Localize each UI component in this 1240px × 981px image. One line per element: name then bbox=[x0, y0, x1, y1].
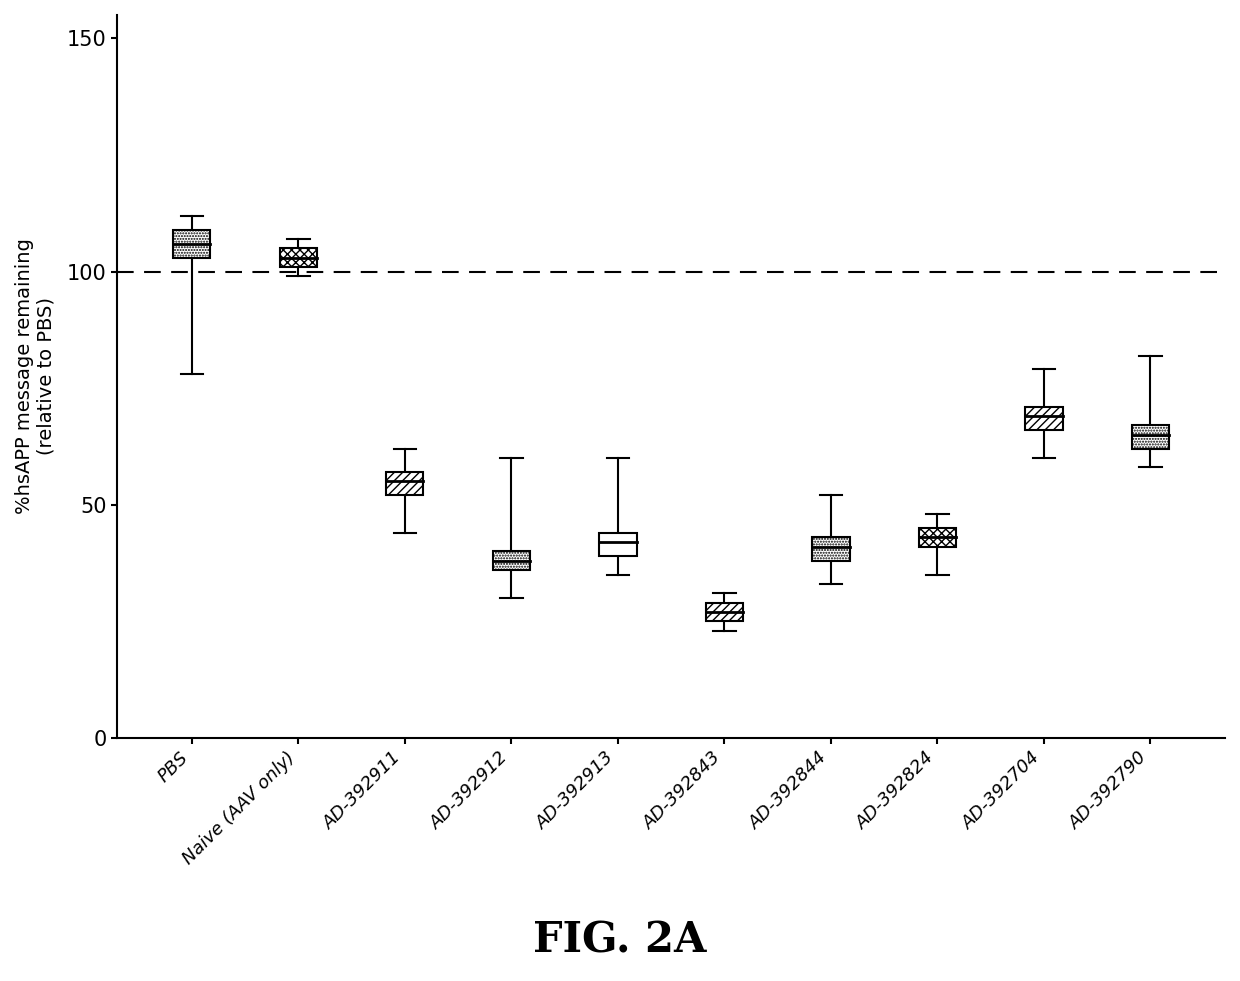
Bar bbox=[706, 602, 743, 621]
Bar bbox=[1132, 426, 1169, 448]
Bar bbox=[599, 533, 636, 556]
Text: FIG. 2A: FIG. 2A bbox=[533, 919, 707, 961]
Bar bbox=[1025, 407, 1063, 430]
Bar bbox=[492, 551, 529, 570]
Bar bbox=[280, 248, 317, 267]
Bar bbox=[174, 230, 211, 258]
Y-axis label: %hsAPP message remaining
(relative to PBS): %hsAPP message remaining (relative to PB… bbox=[15, 238, 56, 514]
Bar bbox=[386, 472, 424, 495]
Bar bbox=[919, 528, 956, 546]
Bar bbox=[812, 538, 849, 561]
